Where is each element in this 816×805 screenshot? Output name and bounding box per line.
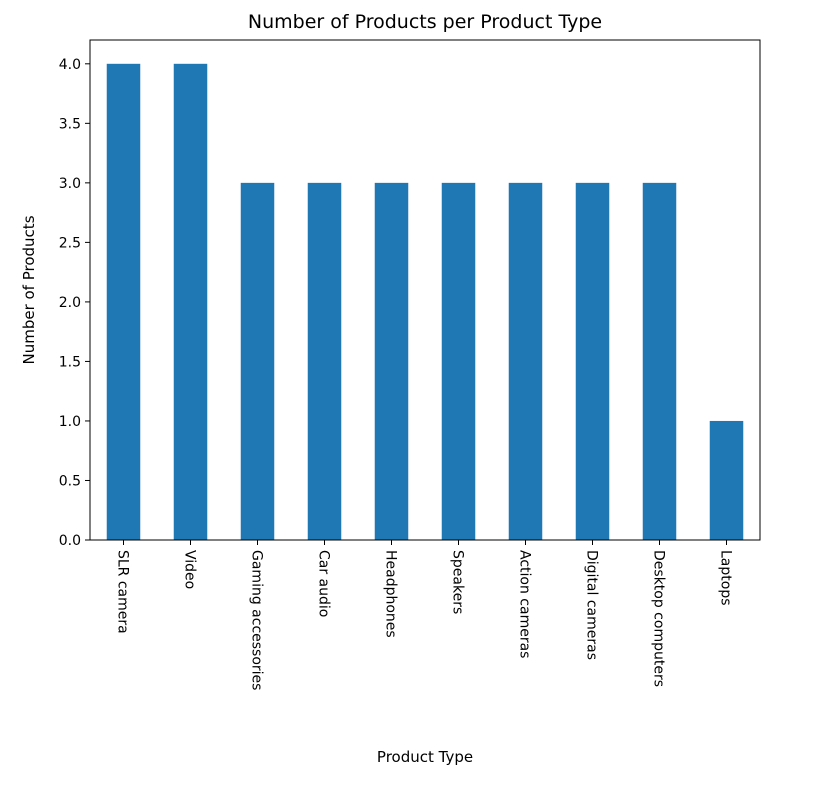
bar bbox=[106, 63, 141, 541]
bar bbox=[374, 182, 409, 540]
bar bbox=[642, 182, 677, 540]
x-tick-label: Headphones bbox=[383, 550, 399, 638]
x-tick-label: Car audio bbox=[316, 550, 332, 617]
y-tick-label: 4.0 bbox=[59, 57, 81, 73]
x-tick-label: Laptops bbox=[718, 550, 734, 606]
bar bbox=[240, 182, 275, 540]
x-tick-label: Video bbox=[182, 550, 198, 589]
x-tick-label: Desktop computers bbox=[651, 550, 667, 687]
bar bbox=[709, 420, 744, 540]
y-tick-label: 0.0 bbox=[59, 533, 81, 549]
bar bbox=[575, 182, 610, 540]
y-tick-label: 2.0 bbox=[59, 295, 81, 311]
x-axis: SLR camera Video Gaming accessories Car aud… bbox=[115, 540, 734, 690]
y-tick-label: 0.5 bbox=[59, 473, 81, 489]
x-tick-label: Gaming accessories bbox=[249, 550, 265, 690]
bar bbox=[307, 182, 342, 540]
x-axis-label: Product Type bbox=[377, 748, 473, 766]
x-tick-label: Digital cameras bbox=[584, 550, 600, 660]
y-tick-label: 3.0 bbox=[59, 176, 81, 192]
bar bbox=[508, 182, 543, 540]
chart-title: Number of Products per Product Type bbox=[248, 11, 602, 33]
y-axis-label: Number of Products bbox=[20, 215, 38, 364]
x-tick-label: Speakers bbox=[450, 550, 466, 614]
y-tick-label: 1.5 bbox=[59, 354, 81, 370]
x-tick-label: Action cameras bbox=[517, 550, 533, 658]
bar bbox=[173, 63, 208, 541]
y-tick-label: 1.0 bbox=[59, 414, 81, 430]
x-tick-label: SLR camera bbox=[115, 550, 131, 634]
y-tick-label: 2.5 bbox=[59, 235, 81, 251]
bar bbox=[441, 182, 476, 540]
bars-group bbox=[106, 63, 744, 541]
plot-frame bbox=[89, 39, 761, 541]
y-axis: 0.0 0.5 1.0 1.5 2.0 2.5 3.0 3.5 4.0 bbox=[59, 57, 90, 549]
y-tick-label: 3.5 bbox=[59, 116, 81, 132]
